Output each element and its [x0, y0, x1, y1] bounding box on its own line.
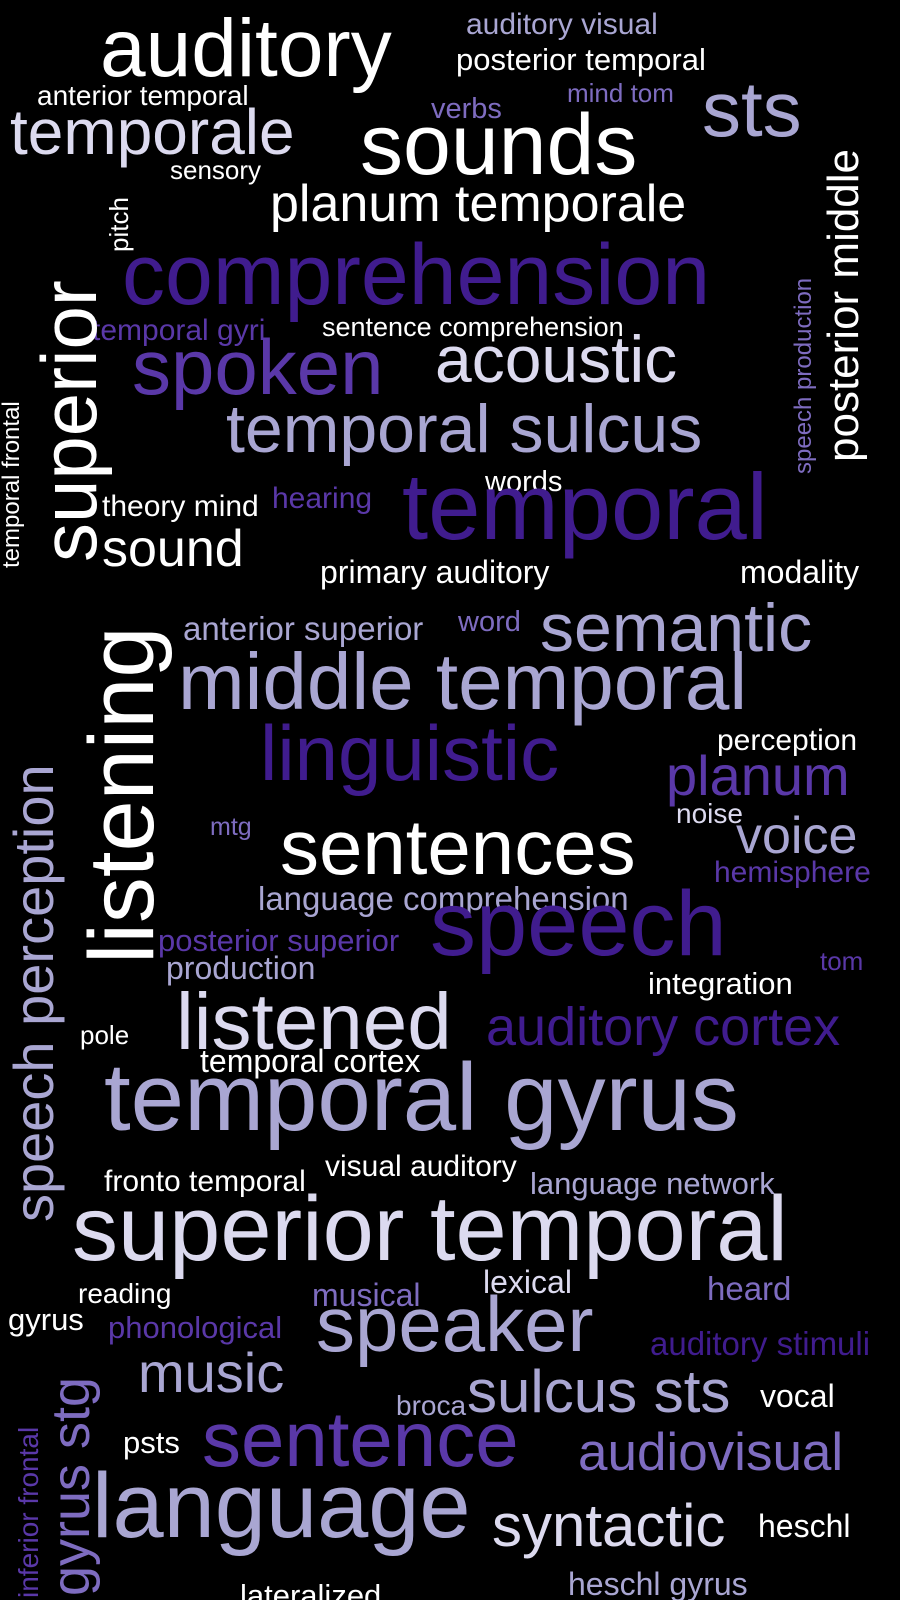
word-spoken: spoken — [132, 323, 384, 411]
word-speech-production: speech production — [790, 277, 817, 474]
word-language-network: language network — [530, 1166, 775, 1201]
word-verbs: verbs — [431, 93, 502, 125]
word-musical: musical — [312, 1277, 421, 1313]
word-comprehension: comprehension — [122, 227, 711, 323]
word-auditory-stimuli: auditory stimuli — [650, 1325, 871, 1362]
word-gyrus-stg: gyrus stg — [41, 1376, 101, 1596]
word-anterior-superior: anterior superior — [183, 610, 424, 647]
word-sound: sound — [102, 520, 244, 578]
word-posterior-middle: posterior middle — [819, 148, 868, 462]
word-sts: sts — [702, 65, 802, 153]
word-planum: planum — [666, 744, 850, 807]
word-superior: superior — [25, 280, 113, 562]
word-linguistic: linguistic — [260, 709, 560, 797]
word-speaker: speaker — [316, 1280, 594, 1368]
word-tom: tom — [820, 946, 864, 976]
word-anterior-temporal: anterior temporal — [37, 80, 249, 111]
word-words: words — [485, 466, 563, 498]
word-temporal-gyrus: temporal gyrus — [104, 1044, 739, 1151]
word-production: production — [166, 950, 316, 986]
word-pole: pole — [80, 1020, 130, 1050]
word-audiovisual: audiovisual — [578, 1423, 844, 1482]
word-temporal-gyri: temporal gyri — [92, 314, 266, 347]
word-speech-perception: speech perception — [2, 764, 65, 1222]
word-reading: reading — [78, 1278, 172, 1309]
word-language-comprehension: language comprehension — [258, 880, 629, 917]
word-syntactic: syntactic — [492, 1492, 726, 1559]
word-sensory: sensory — [170, 155, 262, 185]
word-gyrus: gyrus — [8, 1302, 84, 1337]
word-psts: psts — [123, 1425, 180, 1460]
word-language: language — [92, 1455, 471, 1557]
word-mind-tom: mind tom — [567, 78, 674, 108]
word-fronto-temporal: fronto temporal — [104, 1165, 306, 1198]
word-middle-temporal: middle temporal — [178, 637, 748, 726]
word-semantic: semantic — [540, 590, 813, 666]
word-temporal: temporal — [402, 454, 768, 559]
word-heschl-gyrus: heschl gyrus — [568, 1566, 748, 1600]
word-inferior-frontal: inferior frontal — [13, 1426, 44, 1598]
word-hearing: hearing — [272, 482, 373, 515]
word-auditory-visual: auditory visual — [466, 8, 658, 41]
word-posterior-temporal: posterior temporal — [456, 42, 706, 77]
word-listened: listened — [176, 977, 452, 1066]
word-acoustic: acoustic — [435, 322, 678, 396]
word-primary-auditory: primary auditory — [320, 554, 550, 590]
word-word: word — [458, 606, 521, 638]
word-auditory: auditory — [100, 3, 392, 94]
word-sounds: sounds — [360, 97, 638, 193]
word-temporale: temporale — [10, 96, 295, 168]
word-voice: voice — [736, 807, 858, 865]
word-sentence: sentence — [202, 1395, 519, 1483]
word-perception: perception — [717, 724, 858, 757]
word-sulcus-sts: sulcus sts — [467, 1358, 731, 1425]
word-mtg: mtg — [210, 813, 252, 841]
word-vocal: vocal — [760, 1378, 835, 1414]
word-sentence-comprehension: sentence comprehension — [322, 312, 624, 342]
word-lexical: lexical — [483, 1264, 572, 1300]
word-listening: listening — [71, 626, 173, 964]
word-sentences: sentences — [280, 803, 636, 891]
word-heard: heard — [707, 1270, 792, 1307]
word-noise: noise — [676, 798, 743, 829]
word-speech: speech — [430, 873, 727, 975]
word-music: music — [138, 1341, 285, 1404]
word-temporal-cortex: temporal cortex — [200, 1043, 421, 1079]
word-planum-temporale: planum temporale — [270, 175, 687, 233]
word-integration: integration — [648, 966, 793, 1001]
word-temporal-sulcus: temporal sulcus — [226, 391, 703, 467]
word-auditory-cortex: auditory cortex — [486, 997, 841, 1057]
word-temporal-frontal: temporal frontal — [0, 401, 25, 568]
word-modality: modality — [740, 554, 860, 590]
word-heschl: heschl — [758, 1508, 851, 1544]
word-theory-mind: theory mind — [102, 490, 259, 523]
word-posterior-superior: posterior superior — [158, 923, 400, 958]
word-superior-temporal: superior temporal — [72, 1178, 788, 1280]
word-hemisphere: hemisphere — [714, 856, 871, 889]
word-lateralized: lateralized — [240, 1578, 382, 1600]
word-broca: broca — [396, 1390, 467, 1421]
word-visual-auditory: visual auditory — [325, 1150, 517, 1183]
word-phonological: phonological — [108, 1310, 283, 1345]
